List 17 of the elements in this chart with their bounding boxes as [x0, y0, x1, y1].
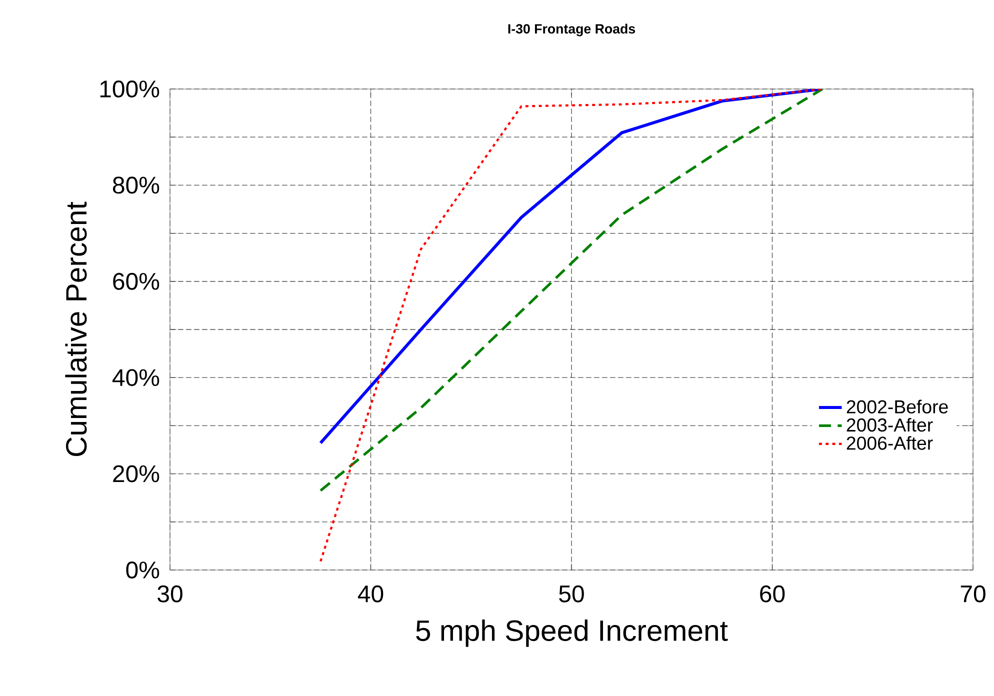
x-tick-label: 40: [358, 585, 384, 602]
legend-label: 2006-After: [846, 436, 933, 450]
x-tick-label: 70: [960, 585, 986, 602]
x-axis-title: 5 mph Speed Increment: [416, 620, 728, 647]
chart-title: I-30 Frontage Roads: [508, 24, 636, 36]
y-axis-title: Cumulative Percent: [65, 202, 87, 456]
y-tick-label: 0%: [126, 561, 160, 578]
x-tick-label: 30: [158, 585, 182, 602]
x-tick-label: 60: [760, 585, 785, 602]
legend-label: 2002-Before: [846, 400, 948, 414]
y-tick-label: 40%: [112, 369, 160, 386]
legend-label: 2003-After: [846, 418, 933, 432]
y-tick-label: 100%: [100, 80, 160, 98]
y-tick-label: 80%: [112, 176, 160, 194]
y-tick-label: 20%: [113, 465, 160, 482]
y-tick-label: 60%: [113, 272, 160, 290]
x-tick-label: 50: [559, 585, 584, 602]
